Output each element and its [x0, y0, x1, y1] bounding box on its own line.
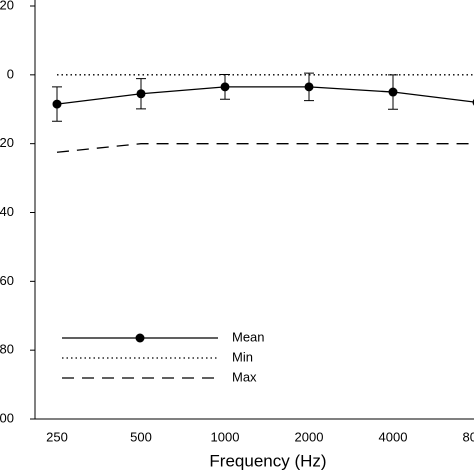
- y-tick-label: 80: [0, 342, 14, 357]
- y-tick-label: 00: [0, 410, 14, 425]
- x-tick-label: 1000: [211, 429, 240, 444]
- y-tick-label: 0: [7, 66, 14, 81]
- y-tick-label: 60: [0, 273, 14, 288]
- marker: [52, 99, 62, 109]
- marker: [388, 87, 398, 97]
- x-tick-label: 2000: [295, 429, 324, 444]
- x-tick-label: 4000: [379, 429, 408, 444]
- marker: [304, 82, 314, 92]
- series-line: [56, 86, 474, 105]
- series-line: [56, 143, 474, 153]
- y-tick-label: 20: [0, 0, 14, 12]
- x-tick-label: 500: [130, 429, 152, 444]
- x-tick-label: 250: [46, 429, 68, 444]
- legend-label: Mean: [232, 329, 265, 344]
- x-axis-label: Frequency (Hz): [209, 451, 326, 470]
- legend-marker: [135, 333, 145, 343]
- legend-label: Min: [232, 349, 253, 364]
- marker: [220, 82, 230, 92]
- y-tick-label: 20: [0, 135, 14, 150]
- legend-label: Max: [232, 369, 257, 384]
- y-tick-label: 40: [0, 204, 14, 219]
- marker: [136, 89, 146, 99]
